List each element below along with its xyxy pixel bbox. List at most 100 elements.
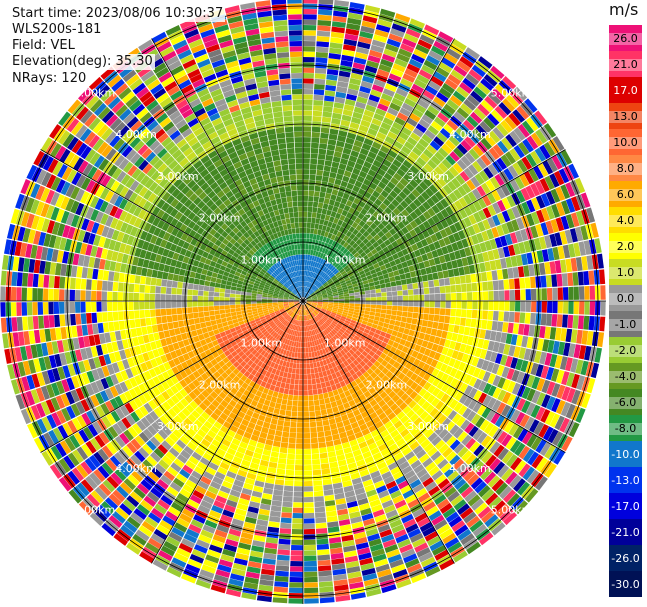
velocity-gate [378, 399, 386, 408]
velocity-gate [450, 495, 464, 507]
velocity-gate [460, 486, 474, 499]
velocity-gate [352, 111, 363, 120]
velocity-gate [471, 282, 478, 292]
velocity-gate [408, 295, 414, 301]
velocity-gate [343, 241, 349, 248]
velocity-gate [443, 103, 456, 115]
velocity-gate [322, 302, 329, 304]
velocity-gate [307, 379, 312, 385]
velocity-gate [455, 174, 466, 185]
velocity-gate [507, 165, 519, 178]
velocity-gate [482, 251, 490, 262]
velocity-gate [486, 228, 495, 240]
velocity-gate [324, 160, 333, 167]
velocity-gate [337, 288, 343, 292]
velocity-gate [504, 151, 516, 165]
velocity-gate [544, 411, 556, 426]
velocity-gate [316, 234, 321, 241]
velocity-gate [355, 301, 361, 304]
velocity-gate [313, 399, 320, 406]
velocity-gate [506, 493, 520, 507]
velocity-gate [112, 311, 119, 321]
velocity-gate [589, 301, 596, 316]
velocity-gate [413, 417, 423, 427]
velocity-gate [366, 274, 373, 280]
velocity-gate [316, 307, 321, 310]
velocity-gate [477, 338, 485, 349]
velocity-gate [481, 435, 492, 448]
velocity-gate [365, 156, 375, 164]
velocity-gate [526, 117, 539, 132]
velocity-gate [578, 345, 587, 360]
velocity-gate [422, 210, 432, 220]
velocity-gate [431, 249, 439, 258]
velocity-gate [334, 96, 346, 104]
velocity-gate [374, 395, 383, 404]
velocity-gate [418, 118, 430, 129]
velocity-gate [290, 561, 303, 567]
velocity-gate [410, 324, 417, 331]
velocity-gate [312, 464, 321, 470]
velocity-gate [316, 305, 322, 308]
velocity-gate [472, 460, 485, 473]
velocity-gate [333, 235, 340, 242]
velocity-gate [381, 359, 389, 367]
velocity-gate [303, 286, 305, 292]
velocity-gate [287, 372, 292, 379]
velocity-gate [528, 264, 535, 277]
velocity-gate [315, 315, 320, 321]
velocity-gate [378, 321, 384, 327]
velocity-gate [343, 339, 350, 345]
velocity-gate [296, 363, 300, 369]
velocity-gate [354, 162, 363, 171]
velocity-gate [518, 242, 526, 254]
velocity-gate [303, 480, 313, 487]
velocity-gate [381, 292, 387, 297]
velocity-gate [330, 330, 336, 336]
velocity-gate [316, 543, 330, 550]
velocity-gate [530, 183, 541, 197]
velocity-gate [569, 228, 578, 243]
velocity-gate [311, 217, 316, 224]
velocity-gate [391, 291, 398, 296]
velocity-gate [387, 301, 393, 306]
velocity-gate [315, 281, 320, 287]
velocity-gate [505, 134, 517, 148]
velocity-gate [376, 325, 383, 331]
velocity-gate [436, 91, 449, 103]
velocity-gate [375, 288, 381, 293]
velocity-gate [369, 285, 376, 291]
velocity-gate [384, 83, 397, 93]
velocity-gate [434, 307, 440, 315]
velocity-gate [421, 133, 433, 144]
velocity-gate [394, 116, 406, 126]
velocity-gate [371, 84, 384, 93]
velocity-gate [339, 279, 346, 284]
velocity-gate [364, 258, 371, 264]
velocity-gate [506, 221, 515, 233]
velocity-gate [484, 330, 492, 340]
velocity-gate [397, 343, 404, 351]
velocity-gate [335, 195, 343, 203]
velocity-gate [389, 319, 396, 326]
velocity-gate [322, 303, 328, 305]
velocity-gate [479, 329, 486, 339]
velocity-gate [317, 229, 322, 236]
velocity-gate [288, 437, 296, 444]
velocity-gate [428, 350, 437, 359]
velocity-gate [427, 80, 441, 92]
velocity-gate [332, 260, 338, 267]
velocity-gate [308, 244, 312, 250]
velocity-gate [321, 280, 327, 285]
velocity-gate [440, 373, 449, 383]
velocity-gate [466, 255, 474, 266]
velocity-gate [288, 389, 294, 395]
velocity-gate [480, 137, 492, 150]
velocity-gate [317, 301, 323, 303]
velocity-gate [467, 164, 479, 176]
velocity-gate [556, 384, 566, 399]
velocity-gate [410, 271, 417, 278]
velocity-gate [348, 246, 355, 253]
velocity-gate [384, 135, 395, 145]
velocity-gate [420, 438, 431, 449]
